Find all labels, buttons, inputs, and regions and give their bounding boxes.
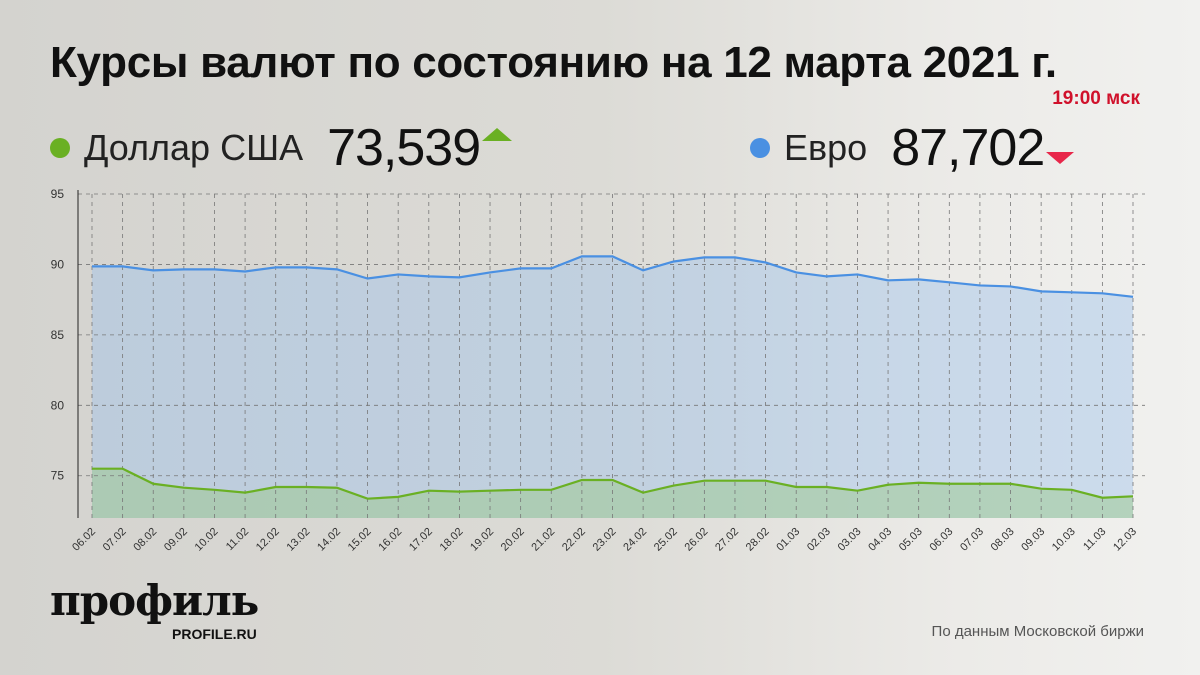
x-tick-label: 21.02 xyxy=(529,526,557,554)
x-tick-label: 24.02 xyxy=(621,526,649,554)
y-tick-label: 75 xyxy=(51,469,65,483)
legend-eur: Евро 87,702 xyxy=(750,118,1075,178)
x-tick-label: 26.02 xyxy=(683,526,711,554)
logo: профиль xyxy=(50,576,259,625)
x-tick-label: 19.02 xyxy=(468,526,496,554)
x-tick-label: 09.03 xyxy=(1019,526,1047,554)
x-tick-label: 27.02 xyxy=(713,526,741,554)
x-tick-label: 07.02 xyxy=(101,526,129,554)
source-note: По данным Московской биржи xyxy=(931,623,1144,640)
x-tick-label: 09.02 xyxy=(162,526,190,554)
x-tick-label: 22.02 xyxy=(560,526,588,554)
x-tick-label: 28.02 xyxy=(744,526,772,554)
eur-dot-icon xyxy=(750,138,770,158)
y-tick-label: 95 xyxy=(51,187,65,201)
legend-eur-value: 87,702 xyxy=(891,119,1045,177)
x-tick-label: 10.02 xyxy=(193,526,221,554)
x-tick-label: 13.02 xyxy=(284,526,312,554)
x-tick-label: 06.03 xyxy=(927,526,955,554)
x-tick-label: 03.03 xyxy=(836,526,864,554)
x-tick-label: 14.02 xyxy=(315,526,343,554)
trend-down-icon xyxy=(1046,152,1075,164)
x-tick-label: 25.02 xyxy=(652,526,680,554)
x-tick-label: 12.03 xyxy=(1111,526,1139,554)
x-tick-label: 06.02 xyxy=(70,526,98,554)
usd-dot-icon xyxy=(50,138,70,158)
page-title: Курсы валют по состоянию на 12 марта 202… xyxy=(50,38,1057,87)
x-tick-label: 23.02 xyxy=(591,526,619,554)
x-tick-label: 18.02 xyxy=(438,526,466,554)
trend-up-icon xyxy=(482,128,513,141)
y-tick-label: 90 xyxy=(51,257,65,271)
y-tick-label: 80 xyxy=(51,398,65,412)
x-tick-label: 11.03 xyxy=(1081,526,1108,553)
x-tick-label: 05.03 xyxy=(897,526,925,554)
x-tick-label: 12.02 xyxy=(254,526,282,554)
x-tick-label: 02.03 xyxy=(805,526,833,554)
logo-url: PROFILE.RU xyxy=(172,626,257,642)
x-tick-label: 04.03 xyxy=(866,526,894,554)
update-time: 19:00 мск xyxy=(1052,88,1140,109)
x-tick-label: 15.02 xyxy=(346,526,374,554)
x-tick-label: 11.02 xyxy=(224,526,251,553)
legend-usd: Доллар США 73,539 xyxy=(50,118,513,178)
x-tick-label: 01.03 xyxy=(774,526,802,554)
x-tick-label: 16.02 xyxy=(376,526,404,554)
legend-eur-name: Евро xyxy=(784,127,868,168)
x-tick-label: 10.03 xyxy=(1050,526,1078,554)
x-tick-label: 08.02 xyxy=(131,526,159,554)
y-tick-label: 85 xyxy=(51,328,65,342)
x-tick-label: 20.02 xyxy=(499,526,527,554)
x-tick-label: 08.03 xyxy=(989,526,1017,554)
legend-usd-name: Доллар США xyxy=(84,127,304,168)
x-tick-label: 07.03 xyxy=(958,526,986,554)
legend-usd-value: 73,539 xyxy=(327,119,481,177)
x-tick-label: 17.02 xyxy=(407,526,435,554)
